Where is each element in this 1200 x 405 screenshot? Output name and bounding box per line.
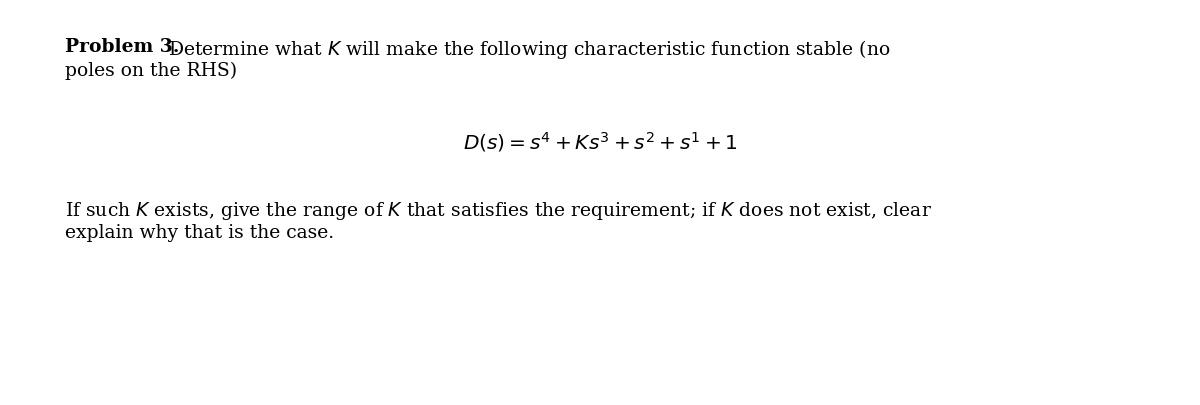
- Text: Determine what $K$ will make the following characteristic function stable (no: Determine what $K$ will make the followi…: [168, 38, 890, 61]
- Text: If such $K$ exists, give the range of $K$ that satisfies the requirement; if $K$: If such $K$ exists, give the range of $K…: [65, 200, 932, 222]
- Text: Problem 3.: Problem 3.: [65, 38, 179, 56]
- Text: $D(s) = s^4 + Ks^3 + s^2 + s^1 + 1$: $D(s) = s^4 + Ks^3 + s^2 + s^1 + 1$: [462, 130, 738, 154]
- Text: explain why that is the case.: explain why that is the case.: [65, 224, 334, 242]
- Text: poles on the RHS): poles on the RHS): [65, 62, 238, 80]
